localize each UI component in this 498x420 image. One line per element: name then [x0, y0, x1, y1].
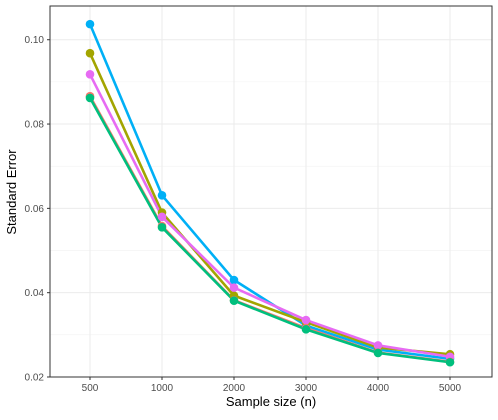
data-point-series-1	[229, 275, 239, 285]
series-points	[85, 19, 455, 367]
data-point-series-5	[85, 93, 95, 103]
data-point-series-3	[373, 341, 383, 350]
data-point-series-5	[445, 357, 455, 367]
x-tick-label: 1000	[151, 383, 174, 394]
data-point-series-5	[157, 223, 167, 232]
y-axis-title: Standard Error	[4, 149, 19, 235]
plot-panel-border	[49, 5, 493, 378]
x-tick-label: 5000	[439, 383, 462, 394]
data-point-series-3	[301, 315, 311, 325]
data-point-series-1	[157, 190, 167, 200]
data-point-series-3	[229, 283, 239, 292]
y-tick-label: 0.10	[25, 35, 45, 46]
y-tick-label: 0.04	[25, 288, 45, 299]
x-axis-title: Sample size (n)	[226, 394, 316, 409]
data-point-series-3	[85, 69, 95, 79]
data-point-series-1	[85, 19, 95, 29]
y-axis: 0.02 0.04 0.06 0.08 0.10	[25, 35, 50, 384]
data-point-series-2	[85, 48, 95, 58]
x-tick-label: 3000	[295, 383, 318, 394]
y-tick-label: 0.08	[25, 120, 45, 131]
x-axis: 500 1000 2000 3000 4000 5000	[82, 377, 462, 394]
y-tick-label: 0.02	[25, 373, 45, 384]
series-line-3	[88, 72, 452, 359]
data-point-series-3	[157, 212, 167, 222]
x-tick-label: 4000	[367, 383, 390, 394]
series-line-5	[88, 96, 452, 364]
data-point-series-5	[373, 348, 383, 358]
x-tick-label: 2000	[223, 383, 246, 394]
data-point-series-5	[229, 296, 239, 305]
data-point-series-5	[301, 325, 311, 334]
plot-panel-background	[50, 6, 492, 377]
series-lines	[88, 22, 452, 364]
series-line-2	[88, 51, 452, 356]
y-tick-label: 0.06	[25, 204, 45, 215]
x-tick-label: 500	[82, 383, 99, 394]
